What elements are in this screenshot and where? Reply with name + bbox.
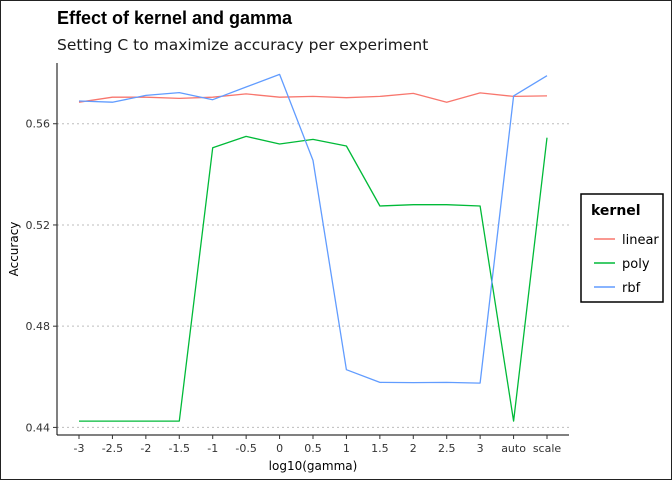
x-tick-label: 3 [477,442,484,455]
x-tick-label: 2.5 [438,442,456,455]
x-tick-label: -0.5 [235,442,256,455]
axes [56,63,569,436]
x-tick-label: 1 [343,442,350,455]
x-tick-label: 2 [410,442,417,455]
legend-label-rbf: rbf [622,281,641,296]
x-tick-label: 1.5 [371,442,389,455]
chart-subtitle: Setting C to maximize accuracy per exper… [57,36,428,54]
series-line-rbf [78,73,548,384]
legend-items: linear poly rbf [594,233,659,296]
x-tick-label: 0 [276,442,283,455]
legend: kernel linear poly rbf [580,193,664,303]
x-tick-label: -1.5 [169,442,190,455]
x-axis-title: log10(gamma) [269,459,358,473]
legend-label-linear: linear [622,233,659,248]
y-tick-label: 0.52 [26,219,51,232]
tick-labels: 0.44 0.48 0.52 0.56 -3 -2.5 -2 -1.5 -1 -0.5 0 0.5 1 1… [26,118,562,455]
gridlines [57,123,569,428]
x-tick-label: scale [533,442,562,455]
x-tick-label: -3 [74,442,85,455]
x-tick-label: -1 [207,442,218,455]
y-tick-label: 0.48 [26,320,51,333]
y-axis-title: Accuracy [7,222,21,277]
y-tick-label: 0.56 [26,118,51,131]
x-tick-label: auto [501,442,526,455]
x-tick-label: 0.5 [304,442,322,455]
series-line-linear [78,92,548,103]
y-tick-label: 0.44 [26,421,51,434]
legend-label-poly: poly [622,257,650,272]
series-line-poly [79,135,548,422]
x-tick-label: -2.5 [102,442,123,455]
legend-title: kernel [591,203,641,219]
chart-title: Effect of kernel and gamma [57,8,293,28]
series-lines [78,73,548,422]
x-tick-label: -2 [140,442,151,455]
legend-box [580,193,664,303]
